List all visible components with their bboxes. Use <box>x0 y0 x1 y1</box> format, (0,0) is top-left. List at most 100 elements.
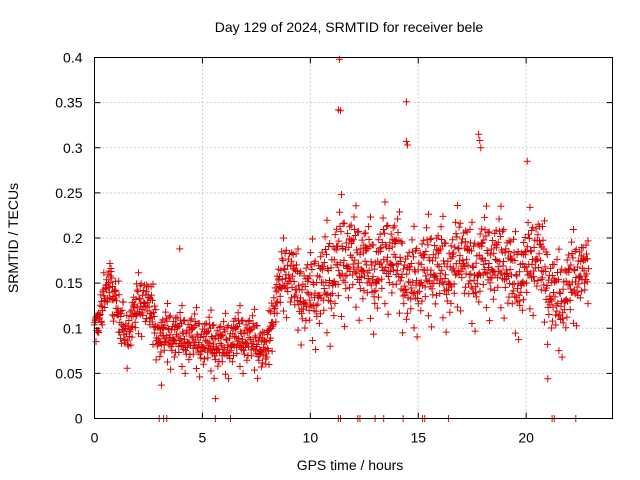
data-point <box>273 309 281 317</box>
data-point <box>576 248 584 256</box>
data-point <box>275 276 283 284</box>
data-point <box>352 303 360 311</box>
data-point <box>262 338 270 346</box>
data-point <box>486 273 494 281</box>
data-point <box>416 249 424 257</box>
data-point <box>523 267 531 275</box>
data-point <box>152 306 160 314</box>
x-tick-label: 20 <box>518 430 534 446</box>
data-point <box>179 328 187 336</box>
data-point <box>139 287 147 295</box>
data-point <box>377 244 385 252</box>
data-point <box>176 245 184 253</box>
data-point <box>539 236 547 244</box>
data-point <box>147 314 155 322</box>
data-points <box>90 55 593 422</box>
data-point <box>232 324 240 332</box>
y-tick-label: 0.2 <box>63 230 83 246</box>
x-tick-label: 10 <box>303 430 319 446</box>
data-point <box>454 244 462 252</box>
data-point <box>138 332 146 340</box>
data-point <box>543 250 551 258</box>
data-point <box>414 289 422 297</box>
data-point <box>349 260 357 268</box>
data-point <box>482 268 490 276</box>
data-point <box>543 282 551 290</box>
data-point <box>386 239 394 247</box>
data-point <box>149 340 157 348</box>
data-point <box>356 285 364 293</box>
data-point <box>349 281 357 289</box>
data-point <box>95 329 103 337</box>
data-point <box>148 318 156 326</box>
data-point <box>369 241 377 249</box>
data-point <box>298 286 306 294</box>
data-point <box>417 307 425 315</box>
data-point <box>215 323 223 331</box>
data-point <box>250 366 258 374</box>
data-point <box>530 267 538 275</box>
data-point <box>449 249 457 257</box>
data-point <box>307 261 315 269</box>
data-point <box>409 253 417 261</box>
data-point <box>331 231 339 239</box>
data-point <box>109 317 117 325</box>
data-point <box>550 261 558 269</box>
data-point <box>566 296 574 304</box>
data-point <box>238 317 246 325</box>
data-point <box>225 375 233 383</box>
data-point <box>327 298 335 306</box>
data-point <box>538 267 546 275</box>
data-point <box>559 319 567 327</box>
data-point <box>475 298 483 306</box>
data-point <box>133 286 141 294</box>
data-point <box>402 98 410 106</box>
data-point <box>217 332 225 340</box>
data-point <box>485 228 493 236</box>
data-point <box>534 231 542 239</box>
data-point <box>330 312 338 320</box>
data-point <box>380 226 388 234</box>
data-point <box>106 278 114 286</box>
data-point <box>286 298 294 306</box>
data-point <box>530 277 538 285</box>
data-point <box>145 303 153 311</box>
data-point <box>315 319 323 327</box>
data-point <box>490 249 498 257</box>
data-point <box>337 312 345 320</box>
data-point <box>265 307 273 315</box>
data-point <box>494 274 502 282</box>
data-point <box>576 294 584 302</box>
data-point <box>267 334 275 342</box>
data-point <box>492 226 500 234</box>
data-point <box>357 274 365 282</box>
data-point <box>148 296 156 304</box>
data-point <box>226 334 234 342</box>
data-point <box>390 266 398 274</box>
data-point <box>388 289 396 297</box>
data-point <box>177 334 185 342</box>
data-point <box>166 331 174 339</box>
data-point <box>560 306 568 314</box>
data-point <box>196 373 204 381</box>
data-point <box>344 229 352 237</box>
data-point <box>283 280 291 288</box>
data-point <box>441 271 449 279</box>
data-point <box>568 249 576 257</box>
data-point <box>367 281 375 289</box>
data-point <box>376 247 384 255</box>
data-point <box>476 230 484 238</box>
data-point <box>249 312 257 320</box>
data-point <box>401 282 409 290</box>
data-point <box>107 268 115 276</box>
data-point <box>276 292 284 300</box>
data-point <box>517 288 525 296</box>
data-point <box>277 266 285 274</box>
data-point <box>562 324 570 332</box>
data-point <box>176 308 184 316</box>
data-point <box>181 369 189 377</box>
data-point <box>466 225 474 233</box>
data-point <box>487 251 495 259</box>
data-point <box>366 314 374 322</box>
data-point <box>348 237 356 245</box>
